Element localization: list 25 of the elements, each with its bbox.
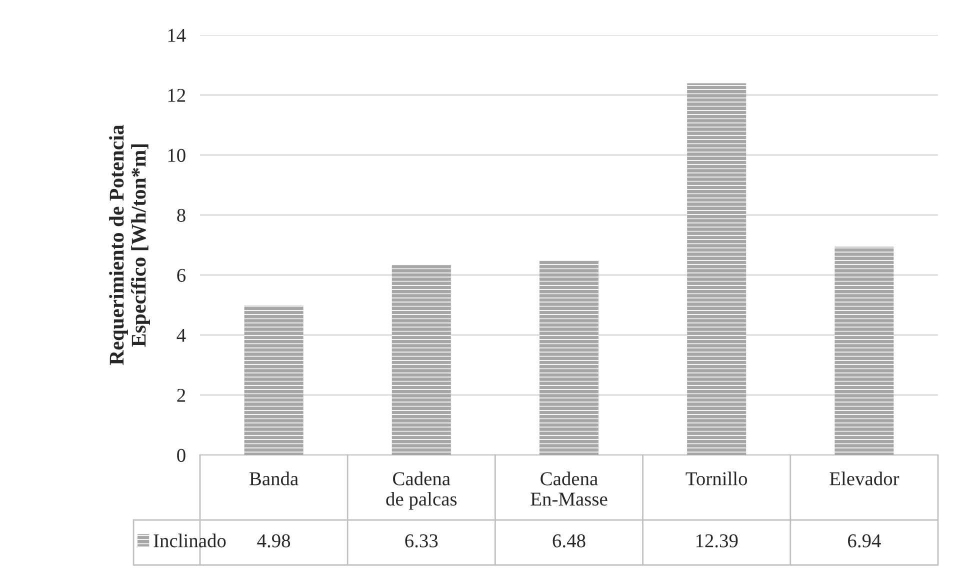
data-label: 6.48	[552, 534, 586, 548]
data-label: 12.39	[696, 534, 738, 548]
x-tick-label: Cadena En-Masse	[530, 472, 608, 506]
y-tick-label: 14	[168, 28, 186, 42]
bar	[687, 83, 746, 455]
data-label: 4.98	[257, 534, 290, 548]
y-tick-label: 2	[177, 388, 186, 402]
y-tick-label: 12	[168, 88, 186, 102]
y-tick-label: 8	[177, 208, 186, 222]
data-label: 6.33	[405, 534, 438, 548]
y-axis-title: Requerimiento de Potencia Específico [Wh/ton*m]	[109, 124, 150, 365]
bar	[244, 306, 304, 455]
data-label: 6.94	[848, 534, 881, 548]
x-tick-label: Cadena de palcas	[386, 472, 457, 510]
bar	[834, 246, 894, 455]
bar	[392, 265, 451, 455]
x-tick-label: Tornillo	[686, 472, 748, 486]
bar	[539, 260, 599, 455]
y-tick-label: 6	[177, 268, 186, 282]
y-tick-label: 0	[177, 448, 186, 462]
legend-label: Inclinado	[154, 534, 226, 548]
x-tick-label: Banda	[250, 472, 298, 486]
y-tick-label: 10	[168, 148, 186, 162]
y-tick-label: 4	[176, 328, 186, 342]
x-tick-label: Elevador	[830, 472, 900, 486]
